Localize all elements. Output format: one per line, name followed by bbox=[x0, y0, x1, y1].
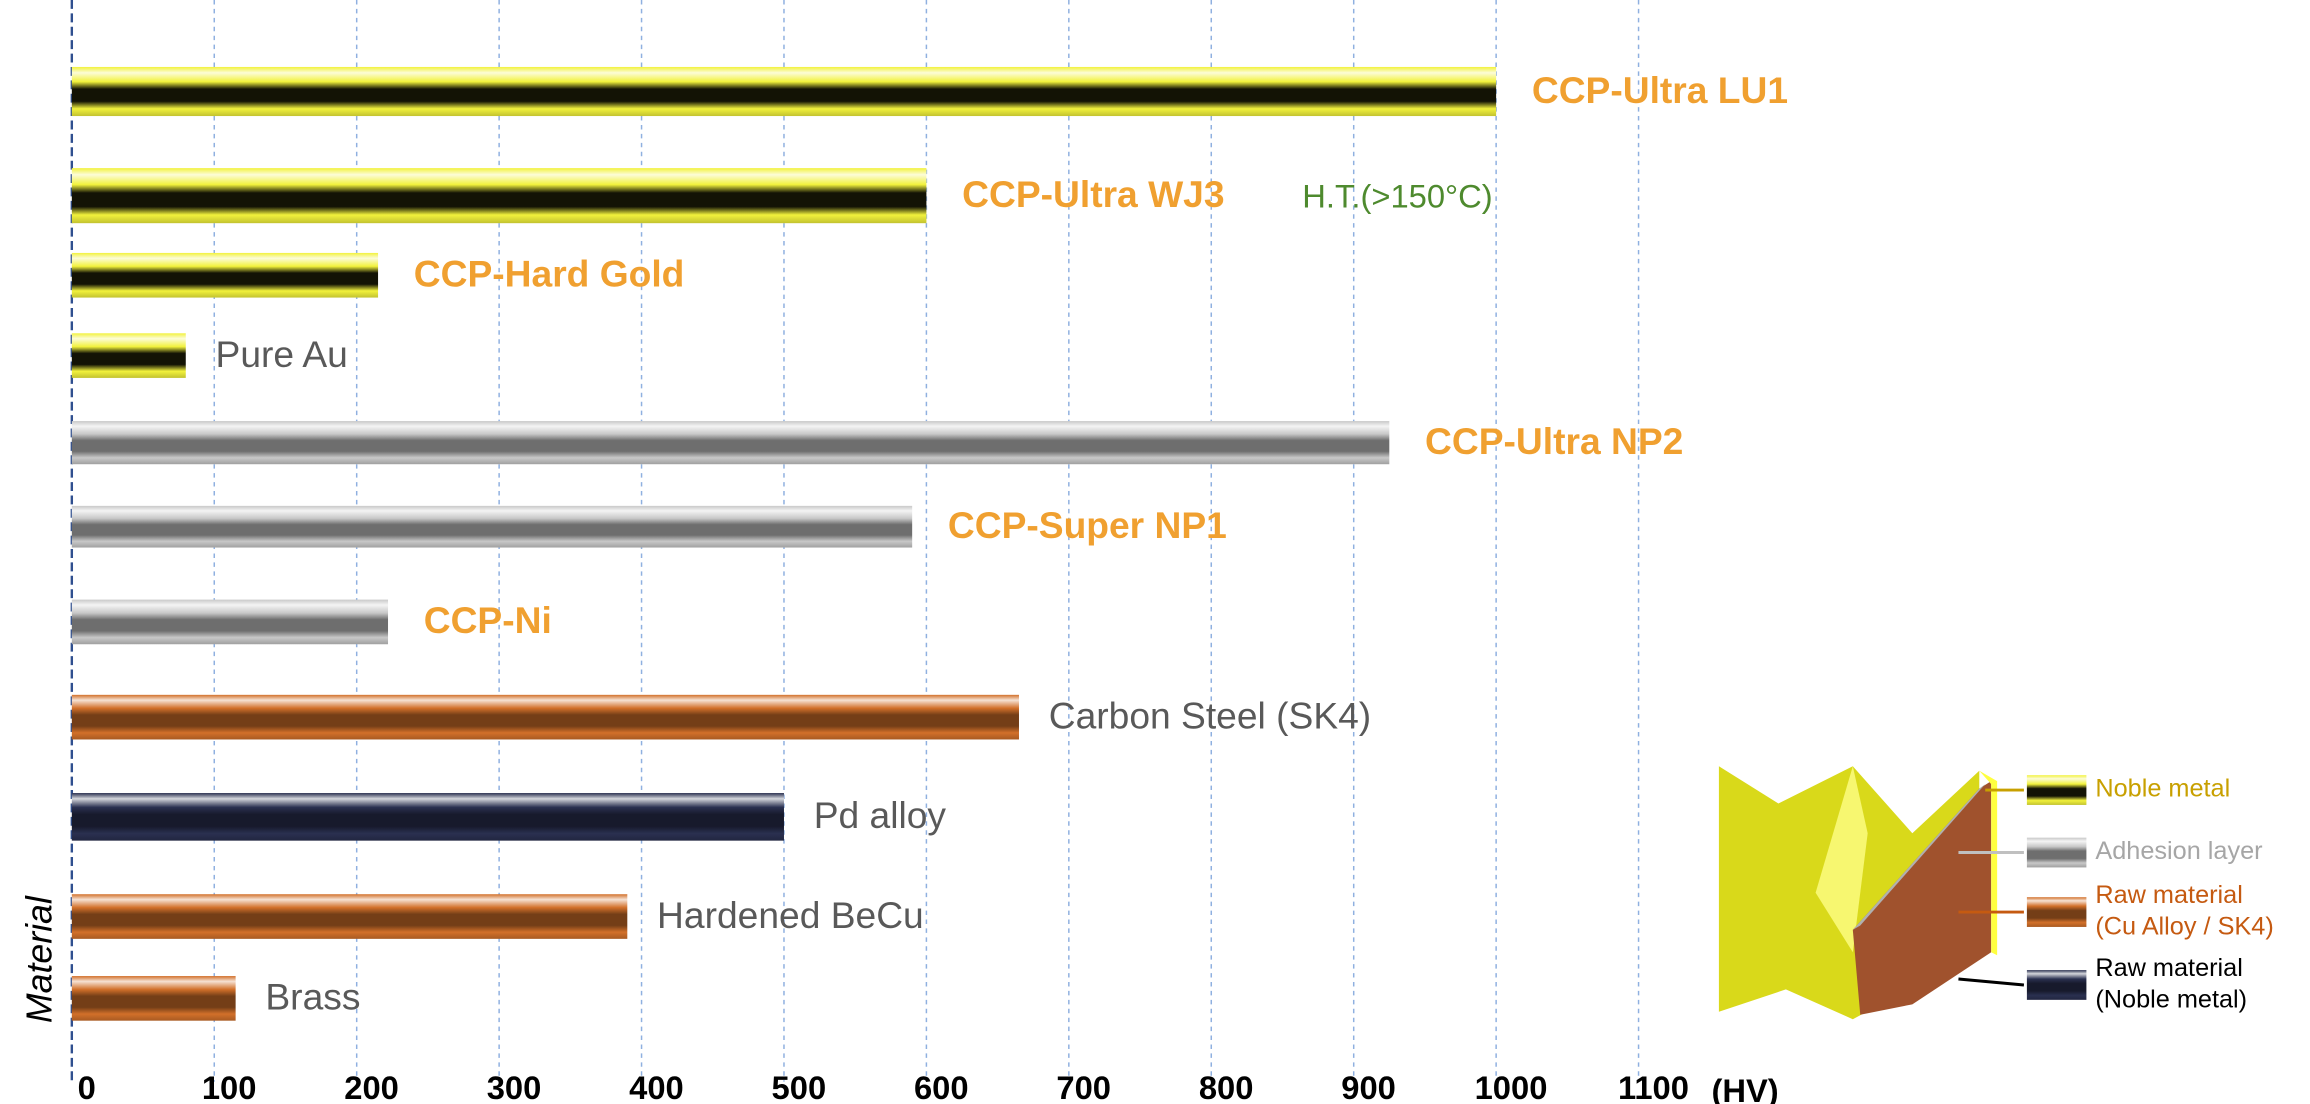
bar bbox=[71, 694, 1019, 740]
x-tick-label: 600 bbox=[914, 1069, 969, 1104]
legend-label: Adhesion layer bbox=[2095, 837, 2262, 865]
y-axis-label: Material bbox=[20, 895, 60, 1023]
x-tick-label: 100 bbox=[202, 1069, 257, 1104]
bar-label: Carbon Steel (SK4) bbox=[1049, 694, 1371, 736]
bar bbox=[71, 421, 1390, 465]
x-tick-label: 300 bbox=[487, 1069, 542, 1104]
bar bbox=[71, 894, 628, 939]
bar-label: CCP-Ultra WJ3 bbox=[962, 173, 1224, 215]
bar bbox=[71, 333, 186, 378]
bar bbox=[71, 793, 784, 841]
crown-highlight bbox=[1815, 766, 1868, 953]
crown-illustration bbox=[1718, 766, 1998, 1020]
annotation: H.T.(>150°C) bbox=[1302, 177, 1492, 214]
legend-label: (Cu Alloy / SK4) bbox=[2095, 912, 2273, 940]
bar-label: CCP-Ni bbox=[424, 599, 552, 641]
legend-swatch bbox=[2026, 837, 2087, 868]
bar-label: CCP-Ultra LU1 bbox=[1532, 69, 1788, 111]
crown-section bbox=[1852, 781, 1992, 1015]
legend-swatch bbox=[2026, 775, 2087, 805]
legend-label: Raw material bbox=[2095, 881, 2243, 909]
bar-label: Hardened BeCu bbox=[657, 894, 924, 936]
x-tick-label: 800 bbox=[1199, 1069, 1254, 1104]
bar bbox=[71, 252, 379, 298]
legend-label: Raw material bbox=[2095, 954, 2243, 982]
x-unit: (HV) bbox=[1711, 1072, 1778, 1104]
legend-label: Noble metal bbox=[2095, 775, 2230, 803]
x-tick-label: 400 bbox=[629, 1069, 684, 1104]
bar-label: Brass bbox=[265, 976, 360, 1018]
bar-label: Pd alloy bbox=[814, 794, 947, 836]
bar bbox=[71, 505, 913, 548]
bar-label: Pure Au bbox=[216, 333, 348, 375]
x-tick-label: 0 bbox=[78, 1069, 96, 1104]
x-tick-label: 1000 bbox=[1475, 1069, 1548, 1104]
bar bbox=[71, 66, 1497, 117]
bar-label: CCP-Hard Gold bbox=[414, 253, 685, 295]
legend-swatch bbox=[2026, 970, 2087, 1000]
bar-label: CCP-Ultra NP2 bbox=[1425, 420, 1683, 462]
bar bbox=[71, 599, 389, 645]
bar-label: CCP-Super NP1 bbox=[948, 504, 1227, 546]
x-tick-label: 1100 bbox=[1618, 1069, 1689, 1104]
legend-arrow bbox=[1958, 977, 2025, 987]
legend-swatch bbox=[2026, 897, 2087, 927]
crown-layer bbox=[1979, 770, 1998, 956]
x-tick-label: 700 bbox=[1056, 1069, 1111, 1104]
bar bbox=[71, 168, 927, 224]
x-tick-label: 500 bbox=[772, 1069, 827, 1104]
crown-layer bbox=[1852, 784, 1986, 930]
x-tick-label: 900 bbox=[1341, 1069, 1396, 1104]
x-tick-label: 200 bbox=[344, 1069, 399, 1104]
legend-label: (Noble metal) bbox=[2095, 985, 2247, 1013]
bar bbox=[71, 976, 236, 1021]
